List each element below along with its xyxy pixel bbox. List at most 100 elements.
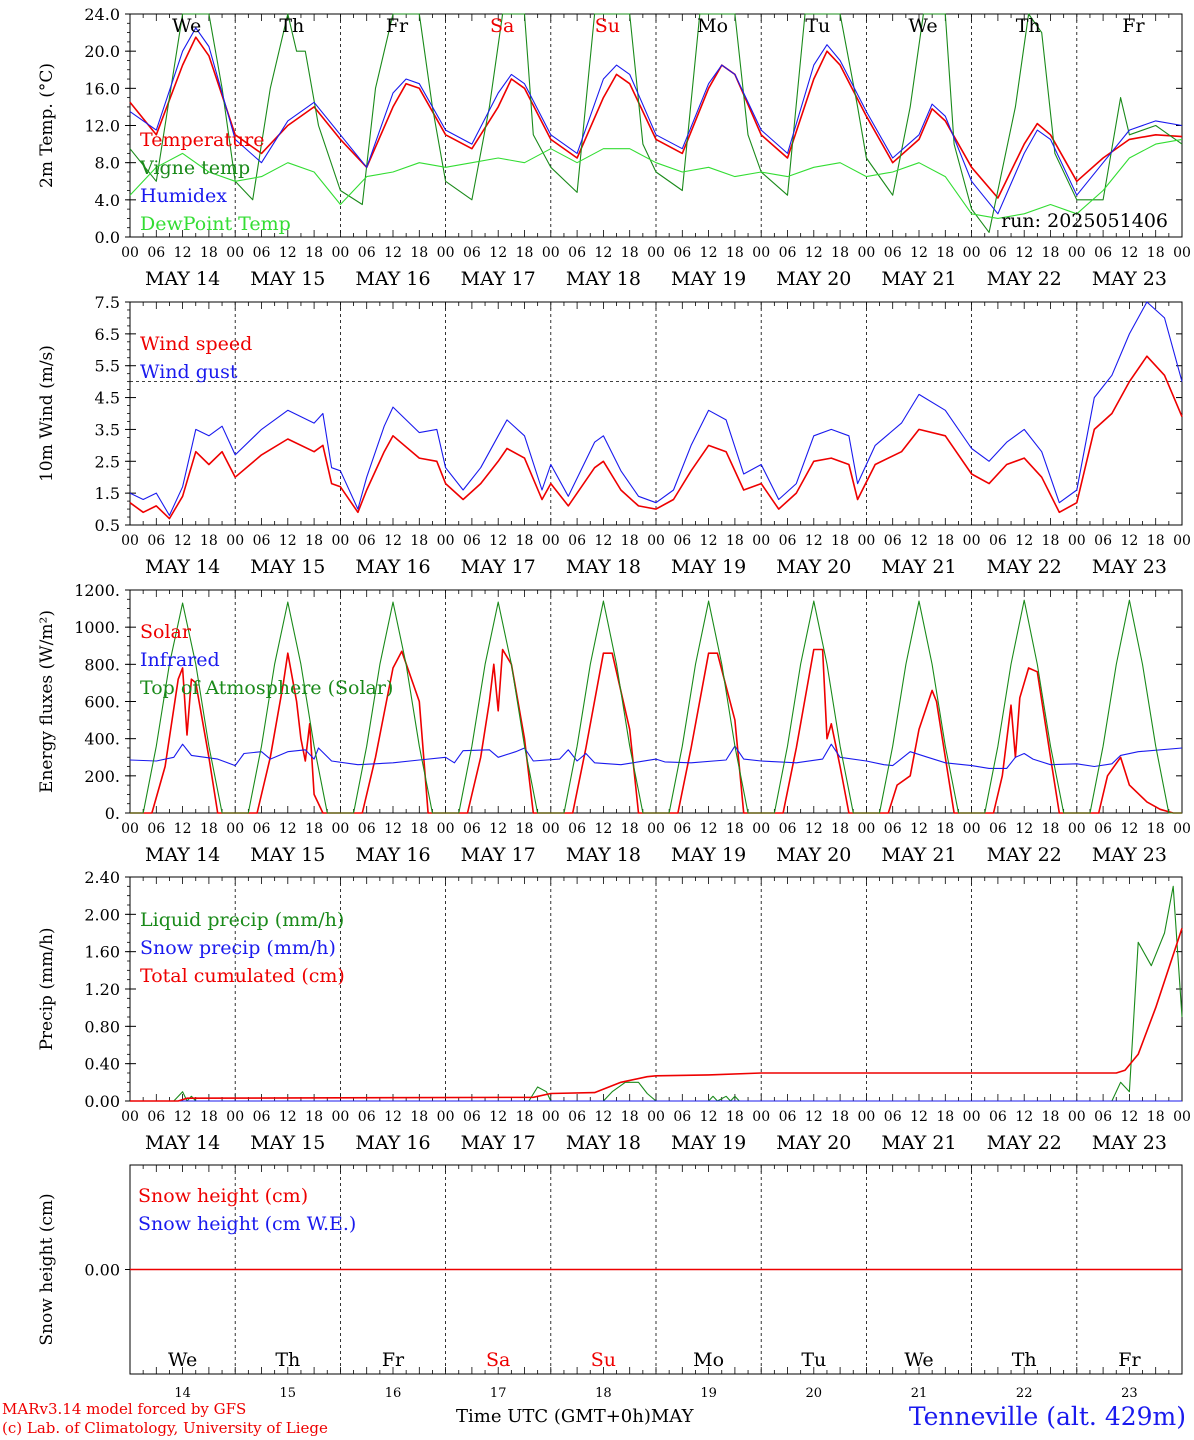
hour-tick-label: 12 (700, 821, 718, 837)
hour-tick-label: 00 (1068, 533, 1086, 549)
date-label: MAY 15 (250, 268, 325, 290)
hour-tick-label: 06 (884, 245, 902, 261)
series-line-total-cumulated-cm- (130, 928, 1183, 1102)
hour-tick-label: 06 (673, 245, 691, 261)
hour-tick-label: 00 (1173, 1109, 1191, 1125)
y-tick-label: 1.20 (84, 980, 120, 999)
date-label: MAY 20 (776, 556, 851, 578)
y-tick-label: 24.0 (84, 5, 120, 24)
date-label: MAY 22 (987, 1132, 1062, 1154)
hour-tick-label: 00 (647, 245, 665, 261)
hour-tick-label: 00 (752, 821, 770, 837)
hour-tick-label: 18 (200, 245, 218, 261)
day-number-label: 17 (490, 1386, 507, 1400)
date-label: MAY 22 (987, 556, 1062, 578)
hour-tick-label: 06 (463, 821, 481, 837)
weekday-label-top: We (908, 15, 937, 37)
series-line-vigne-temp (129, 13, 1183, 233)
hour-tick-label: 00 (1068, 821, 1086, 837)
hour-tick-label: 00 (1068, 1109, 1086, 1125)
y-tick-label: 0.40 (84, 1055, 120, 1074)
y-tick-label: 1200. (74, 581, 120, 600)
hour-tick-label: 12 (279, 821, 297, 837)
hour-tick-label: 00 (752, 533, 770, 549)
hour-tick-label: 06 (253, 245, 271, 261)
hour-tick-label: 06 (358, 821, 376, 837)
hour-tick-label: 18 (305, 1109, 323, 1125)
y-tick-label: 8.0 (95, 154, 120, 173)
hour-tick-label: 06 (463, 245, 481, 261)
hour-tick-label: 06 (463, 1109, 481, 1125)
date-label: MAY 20 (776, 844, 851, 866)
hour-tick-label: 00 (121, 1109, 139, 1125)
y-tick-label: 0.00 (84, 1261, 120, 1280)
hour-tick-label: 06 (673, 1109, 691, 1125)
hour-tick-label: 18 (831, 533, 849, 549)
y-tick-label: 400. (84, 730, 120, 749)
hour-tick-label: 18 (410, 821, 428, 837)
hour-tick-label: 06 (989, 821, 1007, 837)
y-tick-label: 5.5 (95, 357, 120, 376)
date-label: MAY 18 (566, 556, 641, 578)
hour-tick-label: 18 (305, 533, 323, 549)
hour-tick-label: 00 (331, 533, 349, 549)
date-label: MAY 22 (987, 268, 1062, 290)
hour-tick-label: 06 (673, 533, 691, 549)
hour-tick-label: 12 (1015, 1109, 1033, 1125)
hour-tick-label: 06 (568, 245, 586, 261)
hour-tick-label: 06 (779, 245, 797, 261)
date-label: MAY 20 (776, 1132, 851, 1154)
hour-tick-label: 18 (726, 821, 744, 837)
hour-tick-label: 12 (805, 533, 823, 549)
legend-label: Temperature (140, 129, 264, 151)
y-tick-label: 20.0 (84, 42, 120, 61)
hour-tick-label: 12 (279, 1109, 297, 1125)
y-axis-title: Energy fluxes (W/m²) (37, 610, 57, 793)
hour-tick-label: 00 (437, 821, 455, 837)
hour-tick-label: 12 (489, 821, 507, 837)
hour-tick-label: 18 (1147, 821, 1165, 837)
date-label: MAY 14 (145, 556, 220, 578)
hour-tick-label: 00 (542, 245, 560, 261)
hour-tick-label: 18 (1042, 533, 1060, 549)
y-tick-label: 0.80 (84, 1017, 120, 1036)
hour-tick-label: 12 (1015, 533, 1033, 549)
hour-tick-label: 18 (621, 821, 639, 837)
hour-tick-label: 00 (857, 821, 875, 837)
hour-tick-label: 06 (147, 1109, 165, 1125)
hour-tick-label: 00 (331, 1109, 349, 1125)
day-number-label: 21 (911, 1386, 928, 1400)
hour-tick-label: 12 (384, 821, 402, 837)
hour-tick-label: 00 (1173, 533, 1191, 549)
hour-tick-label: 18 (621, 1109, 639, 1125)
hour-tick-label: 18 (936, 1109, 954, 1125)
hour-tick-label: 06 (147, 821, 165, 837)
weekday-label-top: Th (279, 15, 304, 37)
hour-tick-label: 18 (516, 533, 534, 549)
footer-credits: MARv3.14 model forced by GFS (c) Lab. of… (2, 1400, 328, 1438)
hour-tick-label: 06 (1094, 533, 1112, 549)
station-name: Tenneville (alt. 429m) (908, 1402, 1186, 1431)
hour-tick-label: 18 (831, 245, 849, 261)
hour-tick-label: 06 (1094, 245, 1112, 261)
date-label: MAY 16 (355, 844, 430, 866)
hour-tick-label: 12 (910, 1109, 928, 1125)
month-label: MAY (650, 1406, 694, 1427)
hour-tick-label: 12 (489, 533, 507, 549)
model-credit: MARv3.14 model forced by GFS (2, 1400, 247, 1418)
hour-tick-label: 12 (489, 245, 507, 261)
hour-tick-label: 18 (1042, 821, 1060, 837)
date-label: MAY 14 (145, 844, 220, 866)
hour-tick-label: 00 (752, 245, 770, 261)
legend-label: Wind gust (140, 361, 238, 383)
hour-tick-label: 00 (647, 1109, 665, 1125)
hour-tick-label: 12 (910, 821, 928, 837)
hour-tick-label: 00 (542, 533, 560, 549)
hour-tick-label: 12 (594, 1109, 612, 1125)
date-label: MAY 20 (776, 268, 851, 290)
date-label: MAY 16 (355, 1132, 430, 1154)
run-label: run: 2025051406 (1001, 210, 1168, 232)
hour-tick-label: 06 (568, 1109, 586, 1125)
hour-tick-label: 06 (568, 821, 586, 837)
hour-tick-label: 12 (1120, 245, 1138, 261)
